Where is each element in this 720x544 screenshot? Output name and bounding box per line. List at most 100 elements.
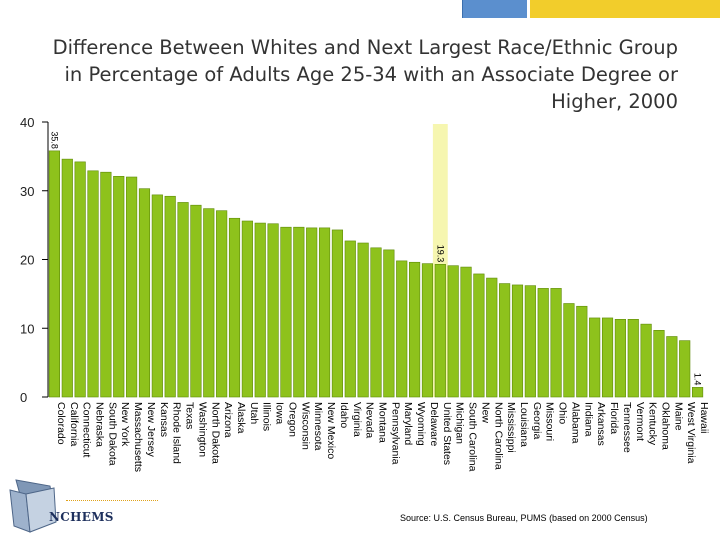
x-tick-label: Kentucky <box>647 402 659 446</box>
x-tick-label: Texas <box>184 402 196 429</box>
bar-idaho <box>331 229 343 398</box>
bar-indiana <box>576 305 588 398</box>
logo-divider <box>66 500 158 501</box>
x-tick-label: Iowa <box>274 402 286 424</box>
bar-south-carolina <box>460 266 472 398</box>
data-label: 19.3 <box>435 245 445 263</box>
source-note: Source: U.S. Census Bureau, PUMS (based … <box>400 513 648 523</box>
bar-hawaii <box>691 387 704 398</box>
x-tick-label: North Carolina <box>492 402 504 470</box>
bar-connecticut <box>74 161 86 398</box>
bar-utah <box>241 220 253 398</box>
bar-nebraska <box>87 170 99 398</box>
bar-minnesota <box>306 227 318 398</box>
x-tick-label: Wisconsin <box>299 402 311 450</box>
x-tick-label: Florida <box>608 402 620 434</box>
x-tick-label: Oregon <box>286 402 298 437</box>
bar-maine <box>666 336 678 398</box>
x-tick-label: Washington <box>196 402 208 457</box>
bar-wisconsin <box>293 226 305 398</box>
x-tick-label: Alabama <box>569 402 581 444</box>
bar-new-mexico <box>318 227 331 398</box>
bar-ohio <box>550 288 562 398</box>
x-tick-label: Minnesota <box>312 402 324 451</box>
bar-oklahoma <box>653 330 665 398</box>
data-label: 35.8 <box>49 131 59 149</box>
logo-cube-icon <box>9 479 57 533</box>
x-tick-label: New Jersey <box>145 402 157 458</box>
bar-arkansas <box>589 317 601 398</box>
x-tick-label: Ohio <box>557 402 569 424</box>
bar-arizona <box>216 210 228 398</box>
x-tick-label: Wyoming <box>415 402 427 446</box>
x-tick-label: Massachusetts <box>132 402 144 472</box>
x-tick-label: New York <box>119 402 131 447</box>
x-tick-label: Connecticut <box>81 402 93 458</box>
bar-vermont <box>627 319 639 398</box>
y-tick-label: 40 <box>20 115 34 130</box>
y-tick-label: 10 <box>20 321 34 336</box>
y-tick-label: 0 <box>20 390 27 405</box>
x-tick-label: North Dakota <box>209 402 221 464</box>
bar-new-york <box>113 176 125 398</box>
bar-rhode-island <box>164 195 176 398</box>
bar-maryland <box>396 260 408 398</box>
bar-kentucky <box>640 323 652 398</box>
x-tick-label: Rhode Island <box>171 402 183 464</box>
bar-delaware <box>421 263 434 398</box>
bar-nevada <box>357 242 369 398</box>
bar-illinois <box>254 222 266 398</box>
bar-georgia <box>524 285 536 398</box>
bar-tennessee <box>614 319 626 398</box>
x-tick-label: West Virginia <box>685 402 697 464</box>
bar-north-dakota <box>203 208 215 398</box>
header-accent-blue <box>462 0 527 18</box>
x-tick-label: Indiana <box>582 402 594 437</box>
bar-texas <box>177 202 189 398</box>
bar-louisiana <box>511 284 524 398</box>
x-tick-label: Arkansas <box>595 402 607 446</box>
bar-pennsylvania <box>383 249 395 398</box>
x-tick-label: Vermont <box>634 402 646 441</box>
x-tick-label: Colorado <box>55 402 67 445</box>
x-tick-label: Oklahoma <box>659 402 671 450</box>
bar-alabama <box>563 303 575 398</box>
x-tick-label: South Carolina <box>467 402 479 472</box>
bar-united-states <box>434 264 446 398</box>
x-tick-label: Maine <box>672 402 684 431</box>
bar-kansas <box>151 194 163 398</box>
bar-oregon <box>280 226 292 398</box>
x-tick-label: New <box>479 402 491 423</box>
x-tick-label: New Mexico <box>325 402 337 459</box>
x-tick-label: United States <box>441 402 453 465</box>
bar-alaska <box>228 217 241 398</box>
bar-washington <box>190 204 202 398</box>
x-tick-label: Georgia <box>531 402 543 440</box>
x-tick-label: Maryland <box>402 402 414 445</box>
logo-text: NCHEMS <box>49 510 114 524</box>
x-tick-label: South Dakota <box>106 402 118 466</box>
x-tick-label: Tennessee <box>621 402 633 453</box>
bar-wyoming <box>409 261 421 398</box>
x-tick-label: Hawaii <box>698 402 710 434</box>
bar-florida <box>601 317 614 398</box>
bar-west-virginia <box>679 340 691 398</box>
bar-mississippi <box>499 283 511 398</box>
x-tick-label: Montana <box>377 402 389 443</box>
nchems-logo <box>4 478 164 540</box>
bar-iowa <box>267 223 279 398</box>
y-tick-label: 30 <box>20 184 34 199</box>
bar-colorado <box>48 150 61 398</box>
x-tick-label: California <box>68 402 80 447</box>
bar-missouri <box>537 288 549 398</box>
bar-virginia <box>344 240 356 398</box>
bar-new <box>473 273 485 398</box>
x-tick-label: Mississippi <box>505 402 517 453</box>
x-tick-label: Idaho <box>338 402 350 428</box>
data-label: 1.4 <box>693 373 703 386</box>
bar-north-carolina <box>486 277 498 398</box>
header-accent-yellow <box>530 0 720 18</box>
x-tick-label: Louisiana <box>518 402 530 447</box>
x-tick-label: Kansas <box>158 402 170 437</box>
